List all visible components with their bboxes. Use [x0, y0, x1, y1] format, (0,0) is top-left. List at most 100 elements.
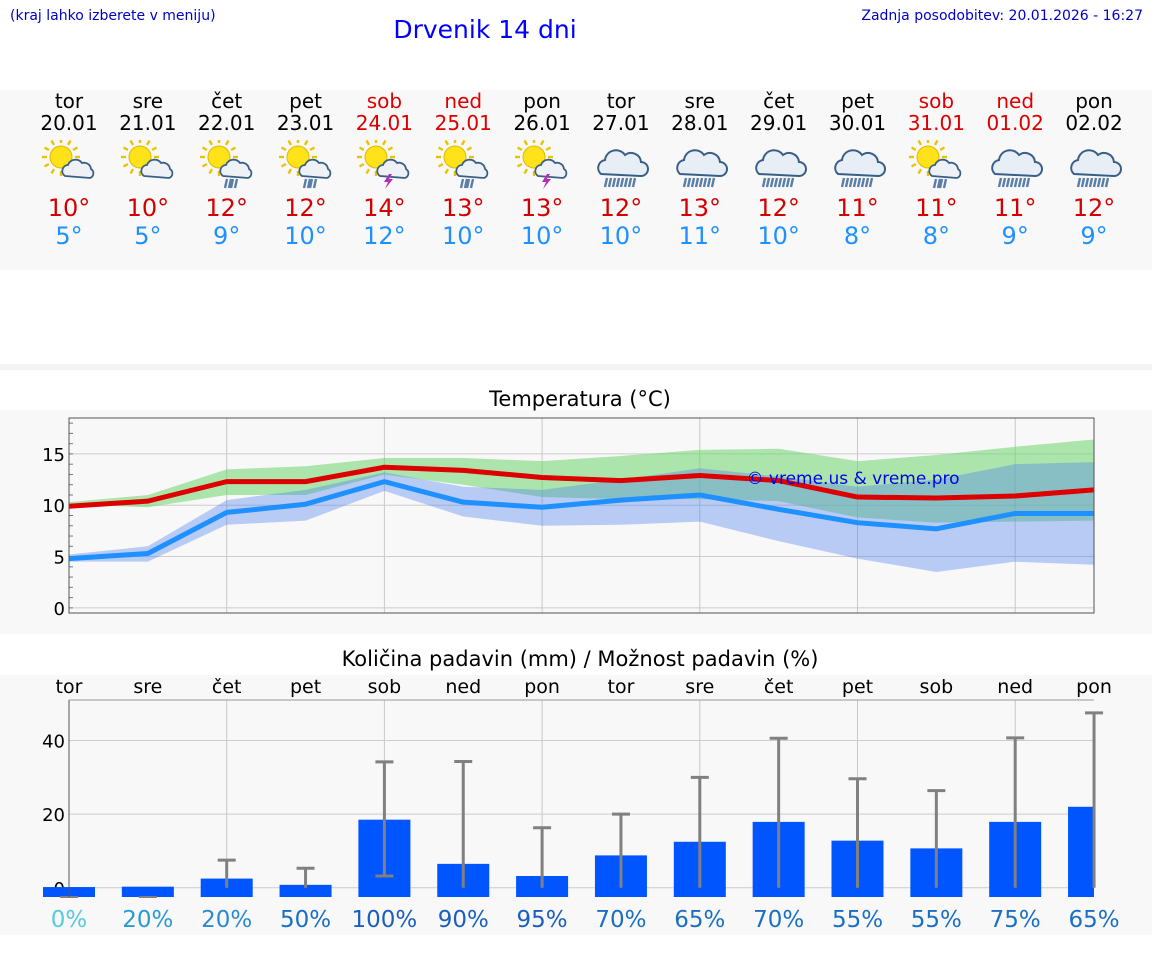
day-date: 21.01 [119, 111, 177, 135]
precipitation-chance-label: 100% [352, 907, 418, 933]
y-tick-label: 0 [54, 599, 65, 620]
min-temp: 10° [520, 222, 564, 250]
forecast-day: ned 25.01 13° 10° [424, 90, 502, 250]
day-name: čet [763, 89, 795, 113]
day-name: tor [606, 89, 636, 113]
min-temp: 11° [678, 222, 722, 250]
max-temp: 13° [678, 194, 722, 222]
precipitation-chance-label: 65% [674, 907, 725, 933]
cloud-rain-icon [1070, 149, 1123, 188]
min-temp: 5° [55, 222, 83, 250]
max-temp: 12° [205, 194, 248, 222]
precipitation-chance-label: 20% [122, 907, 173, 933]
cloud-rain-icon [833, 149, 886, 188]
day-date: 22.01 [198, 111, 256, 135]
day-name: sob [918, 89, 955, 113]
min-temp-line [68, 479, 1095, 562]
day-label: tor [56, 676, 83, 698]
day-name: sre [684, 89, 716, 113]
daily-forecast: tor 20.01 10° 5° sre 21.01 10° 5° čet 22.01 12° 9° p… [0, 90, 1152, 270]
max-temp: 12° [1072, 194, 1116, 222]
sun-cloud-rain-icon [909, 140, 962, 189]
precipitation-chance-label: 55% [911, 907, 962, 933]
day-name: ned [996, 89, 1035, 113]
plot-frame [68, 417, 1095, 614]
day-label: čet [212, 676, 242, 698]
day-name: pet [289, 89, 322, 113]
min-temp: 8° [843, 222, 872, 250]
day-name: pet [841, 89, 874, 113]
day-label: sre [133, 676, 162, 698]
min-temp: 10° [441, 222, 485, 250]
y-tick-label: 10 [42, 496, 65, 517]
forecast-day: sre 21.01 10° 5° [109, 90, 187, 250]
max-temp: 11° [836, 194, 879, 222]
day-date: 25.01 [434, 111, 492, 135]
day-name: tor [54, 89, 84, 113]
forecast-day: tor 27.01 12° 10° [582, 90, 660, 250]
min-temp: 9° [1001, 222, 1029, 250]
max-temp: 11° [993, 194, 1037, 222]
y-tick-label: 20 [42, 805, 65, 826]
min-temp: 9° [1080, 222, 1108, 250]
day-date: 20.01 [40, 111, 98, 135]
forecast-day: sre 28.01 13° 11° [661, 90, 739, 250]
precipitation-chance-label: 55% [832, 907, 883, 933]
sun-cloud-rain-icon [436, 140, 489, 189]
day-date: 30.01 [828, 111, 887, 135]
day-date: 29.01 [750, 111, 808, 135]
precipitation-chance-label: 95% [517, 907, 568, 933]
forecast-day: ned 01.02 11° 9° [976, 90, 1054, 250]
min-temp: 12° [363, 222, 406, 250]
last-updated: Zadnja posodobitev: 20.01.2026 - 16:27 [861, 8, 1143, 24]
day-label: pet [842, 676, 873, 698]
forecast-day: čet 29.01 12° 10° [740, 90, 818, 250]
min-temp-range-band [69, 462, 1095, 572]
precipitation-bar [121, 886, 174, 897]
day-name: čet [211, 89, 243, 113]
min-temp: 9° [213, 222, 241, 250]
page-title: Drvenik 14 dni [393, 15, 577, 44]
max-temp: 14° [363, 194, 406, 222]
watermark: © vreme.us & vreme.pro [746, 469, 959, 489]
y-tick-label: 5 [54, 548, 65, 569]
forecast-day: sob 31.01 11° 8° [897, 90, 975, 250]
forecast-day: pet 23.01 12° 10° [267, 90, 345, 250]
day-label: sre [685, 676, 714, 698]
day-label: pon [524, 676, 560, 698]
y-tick-label: 40 [42, 732, 65, 753]
day-label: pon [1076, 676, 1112, 698]
precipitation-bar [279, 884, 332, 897]
temperature-chart-title: Temperatura (°C) [489, 387, 671, 411]
day-name: pon [523, 89, 561, 113]
min-temp: 8° [922, 222, 950, 250]
day-name: pon [1075, 89, 1113, 113]
max-temp: 12° [599, 194, 643, 222]
day-date: 31.01 [907, 111, 965, 135]
day-name: sob [366, 89, 403, 113]
max-temp: 10° [47, 194, 91, 222]
day-label: čet [764, 676, 794, 698]
sun-cloud-rain-icon [278, 140, 331, 189]
day-label: tor [608, 676, 635, 698]
precipitation-chance-label: 70% [595, 907, 646, 933]
region-hint: (kraj lahko izberete v meniju) [10, 8, 216, 24]
min-temp: 10° [284, 222, 327, 250]
forecast-day: pet 30.01 11° 8° [819, 90, 897, 250]
max-temp-line [68, 464, 1095, 509]
precipitation-chance-label: 90% [438, 907, 489, 933]
day-label: sob [920, 676, 954, 698]
max-temp: 11° [915, 194, 958, 222]
sun-cloud-icon [42, 140, 95, 179]
cloud-rain-icon [754, 149, 807, 188]
forecast-day: pon 26.01 13° 10° [503, 90, 581, 250]
min-temp: 10° [757, 222, 800, 250]
min-temp: 5° [134, 222, 162, 250]
section-divider [0, 364, 1152, 370]
max-temp: 13° [441, 194, 485, 222]
day-date: 28.01 [671, 111, 729, 135]
precipitation-chance-label: 50% [280, 907, 331, 933]
max-temp: 13° [520, 194, 564, 222]
min-temp: 10° [599, 222, 643, 250]
forecast-day: sob 24.01 14° 12° [345, 90, 423, 250]
